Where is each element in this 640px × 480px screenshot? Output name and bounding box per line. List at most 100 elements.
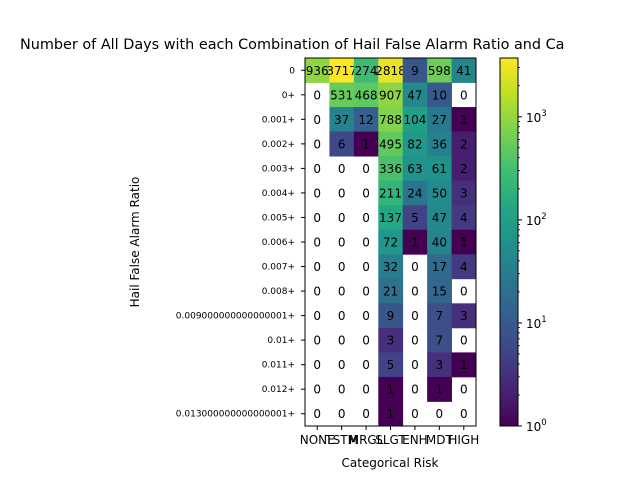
- cell-value-label: 0: [313, 88, 321, 102]
- y-tick-label: 0.008+: [262, 287, 295, 297]
- y-tick-label: 0.005+: [262, 213, 295, 223]
- heatmap-cell: [427, 156, 452, 182]
- cell-value-label: 0: [362, 383, 370, 397]
- cell-value-label: 36: [432, 137, 447, 151]
- cell-value-label: 0: [313, 260, 321, 274]
- cell-value-label: 0: [338, 162, 346, 176]
- cell-value-label: 0: [362, 162, 370, 176]
- cell-value-label: 0: [313, 236, 321, 250]
- cell-value-label: 0: [313, 113, 321, 127]
- cell-value-label: 495: [379, 137, 402, 151]
- x-tick-label: MDT: [426, 433, 454, 447]
- cell-value-label: 0: [362, 407, 370, 421]
- cell-value-label: 9: [387, 309, 395, 323]
- cell-value-label: 0: [411, 334, 419, 348]
- colorbar: [499, 57, 519, 427]
- y-tick-label: 0.003+: [262, 164, 295, 174]
- cell-value-label: 0: [411, 383, 419, 397]
- colorbar-ticks: 100 101 102 103: [518, 67, 547, 434]
- heatmap-cell: [402, 205, 428, 231]
- cell-value-label: 82: [407, 137, 422, 151]
- cell-value-label: 2: [460, 162, 468, 176]
- cell-value-label: 211: [379, 186, 402, 200]
- cell-value-label: 9: [411, 64, 419, 78]
- heatmap-cell: [378, 327, 404, 353]
- cell-value-label: 1: [460, 358, 468, 372]
- cell-value-label: 0: [313, 137, 321, 151]
- cell-value-label: 0: [338, 358, 346, 372]
- heatmap-cell: [427, 254, 452, 280]
- cell-value-label: 1: [411, 236, 419, 250]
- heatmap-cell: [427, 376, 452, 402]
- cell-value-label: 6: [338, 137, 346, 151]
- y-tick-label: 0.007+: [262, 263, 295, 273]
- cell-value-label: 1: [362, 137, 370, 151]
- heatmap-cell: [451, 58, 477, 83]
- heatmap-cell: [451, 156, 477, 182]
- cell-value-label: 0: [411, 285, 419, 299]
- cell-value-label: 2818: [375, 64, 406, 78]
- cell-value-label: 0: [313, 407, 321, 421]
- cell-value-label: 0: [313, 186, 321, 200]
- cell-value-label: 0: [313, 334, 321, 348]
- cell-value-label: 0: [338, 334, 346, 348]
- heatmap-cell: [427, 352, 452, 378]
- cell-value-label: 1: [436, 383, 444, 397]
- cell-value-label: 47: [407, 88, 422, 102]
- x-tick-label: ENH: [402, 433, 428, 447]
- heatmap-cell: [451, 229, 477, 255]
- heatmap-cell: [427, 327, 452, 353]
- cell-value-label: 0: [411, 358, 419, 372]
- cell-value-label: 0: [460, 88, 468, 102]
- heatmap-cell: [353, 131, 379, 157]
- cell-value-label: 3717: [326, 64, 357, 78]
- heatmap-cell: [305, 58, 330, 83]
- cell-value-label: 0: [362, 309, 370, 323]
- heatmap-cell: [329, 131, 355, 157]
- heatmap-cell: [451, 107, 477, 132]
- cell-value-label: 63: [407, 162, 422, 176]
- heatmap-cell: [402, 58, 428, 83]
- cell-value-label: 0: [362, 260, 370, 274]
- cell-value-label: 0: [460, 334, 468, 348]
- heatmap-cell: [402, 180, 428, 206]
- cell-value-label: 0: [313, 162, 321, 176]
- cell-value-label: 0: [362, 236, 370, 250]
- heatmap-cell: [353, 107, 379, 132]
- y-tick-label: 0.013000000000000001+: [176, 410, 295, 420]
- cell-value-label: 0: [313, 383, 321, 397]
- cell-value-label: 598: [428, 64, 451, 78]
- colorbar-tick-label: 100: [526, 418, 547, 434]
- heatmap-cell: [427, 205, 452, 231]
- cell-value-label: 3: [387, 334, 395, 348]
- heatmap-cell: [451, 205, 477, 231]
- cell-value-label: 5: [411, 211, 419, 225]
- heatmap-cell: [378, 107, 404, 132]
- cell-value-label: 27: [432, 113, 447, 127]
- cell-value-label: 0: [411, 260, 419, 274]
- cell-value-label: 41: [456, 64, 471, 78]
- cell-value-label: 0: [338, 186, 346, 200]
- cell-value-label: 0: [338, 407, 346, 421]
- heatmap-cell: [427, 58, 452, 83]
- cell-value-label: 274: [355, 64, 378, 78]
- heatmap-cell: [427, 278, 452, 304]
- cell-value-label: 0: [313, 358, 321, 372]
- cell-value-label: 468: [355, 88, 378, 102]
- cell-value-label: 12: [358, 113, 373, 127]
- cell-value-label: 0: [436, 407, 444, 421]
- cell-value-label: 61: [432, 162, 447, 176]
- cell-value-label: 72: [383, 236, 398, 250]
- x-tick-label: SLGT: [375, 433, 406, 447]
- cell-value-label: 0: [460, 383, 468, 397]
- heatmap-cell: [427, 107, 452, 132]
- heatmap-cell: [378, 401, 404, 427]
- cell-value-label: 1: [460, 113, 468, 127]
- cell-value-label: 3: [460, 186, 468, 200]
- cell-value-label: 0: [338, 285, 346, 299]
- cell-value-label: 0: [313, 211, 321, 225]
- heatmap-cell: [378, 352, 404, 378]
